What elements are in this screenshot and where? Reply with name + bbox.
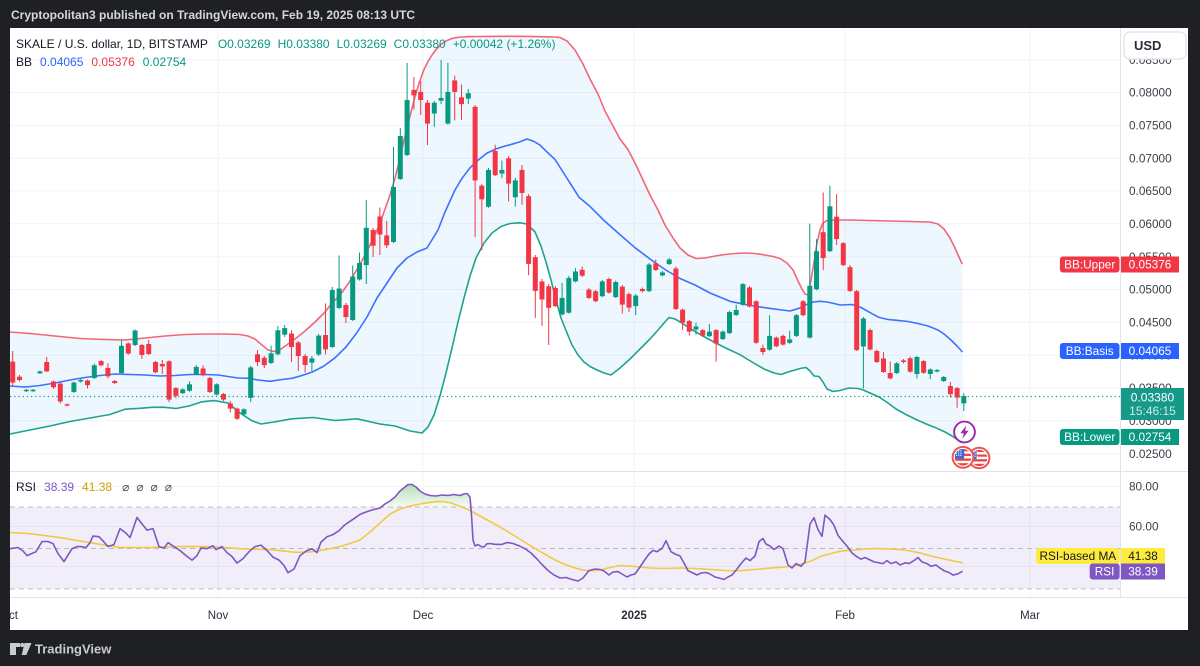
svg-text:SKALE / U.S. dollar, 1D, BITST: SKALE / U.S. dollar, 1D, BITSTAMP O0.0326…	[16, 37, 555, 51]
svg-text:15:46:15: 15:46:15	[1129, 404, 1176, 418]
svg-text:BB:Basis: BB:Basis	[1066, 344, 1114, 358]
svg-text:Cryptopolitan3 published on Tr: Cryptopolitan3 published on TradingView.…	[11, 8, 415, 22]
svg-text:0.07000: 0.07000	[1129, 151, 1172, 165]
svg-text:Nov: Nov	[208, 610, 229, 622]
svg-text:0.03380: 0.03380	[1131, 391, 1175, 405]
svg-text:BB:Upper: BB:Upper	[1064, 258, 1115, 272]
svg-text:0.05000: 0.05000	[1129, 283, 1172, 297]
svg-text:USD: USD	[1134, 38, 1161, 53]
svg-text:0.06000: 0.06000	[1129, 217, 1172, 231]
svg-text:RSI: RSI	[1095, 565, 1115, 579]
svg-text:41.38: 41.38	[1128, 549, 1158, 563]
svg-text:0.02500: 0.02500	[1129, 447, 1172, 461]
svg-text:0.06500: 0.06500	[1129, 184, 1172, 198]
svg-text:0.05376: 0.05376	[1129, 258, 1172, 272]
svg-text:TradingView: TradingView	[35, 642, 112, 657]
svg-text:Mar: Mar	[1020, 610, 1040, 622]
svg-text:BB:Lower: BB:Lower	[1064, 430, 1115, 444]
svg-text:0.04500: 0.04500	[1129, 316, 1172, 330]
svg-text:0.08000: 0.08000	[1129, 86, 1172, 100]
svg-text:80.00: 80.00	[1129, 480, 1159, 494]
svg-text:38.39: 38.39	[1128, 565, 1158, 579]
svg-text:0.02754: 0.02754	[1129, 430, 1172, 444]
svg-text:60.00: 60.00	[1129, 520, 1159, 534]
svg-text:2025: 2025	[621, 610, 647, 622]
svg-text:RSI-based MA: RSI-based MA	[1039, 549, 1116, 563]
svg-text:0.07500: 0.07500	[1129, 119, 1172, 133]
svg-text:Dec: Dec	[413, 610, 434, 622]
svg-text:Feb: Feb	[835, 610, 855, 622]
svg-text:0.04065: 0.04065	[1129, 344, 1172, 358]
